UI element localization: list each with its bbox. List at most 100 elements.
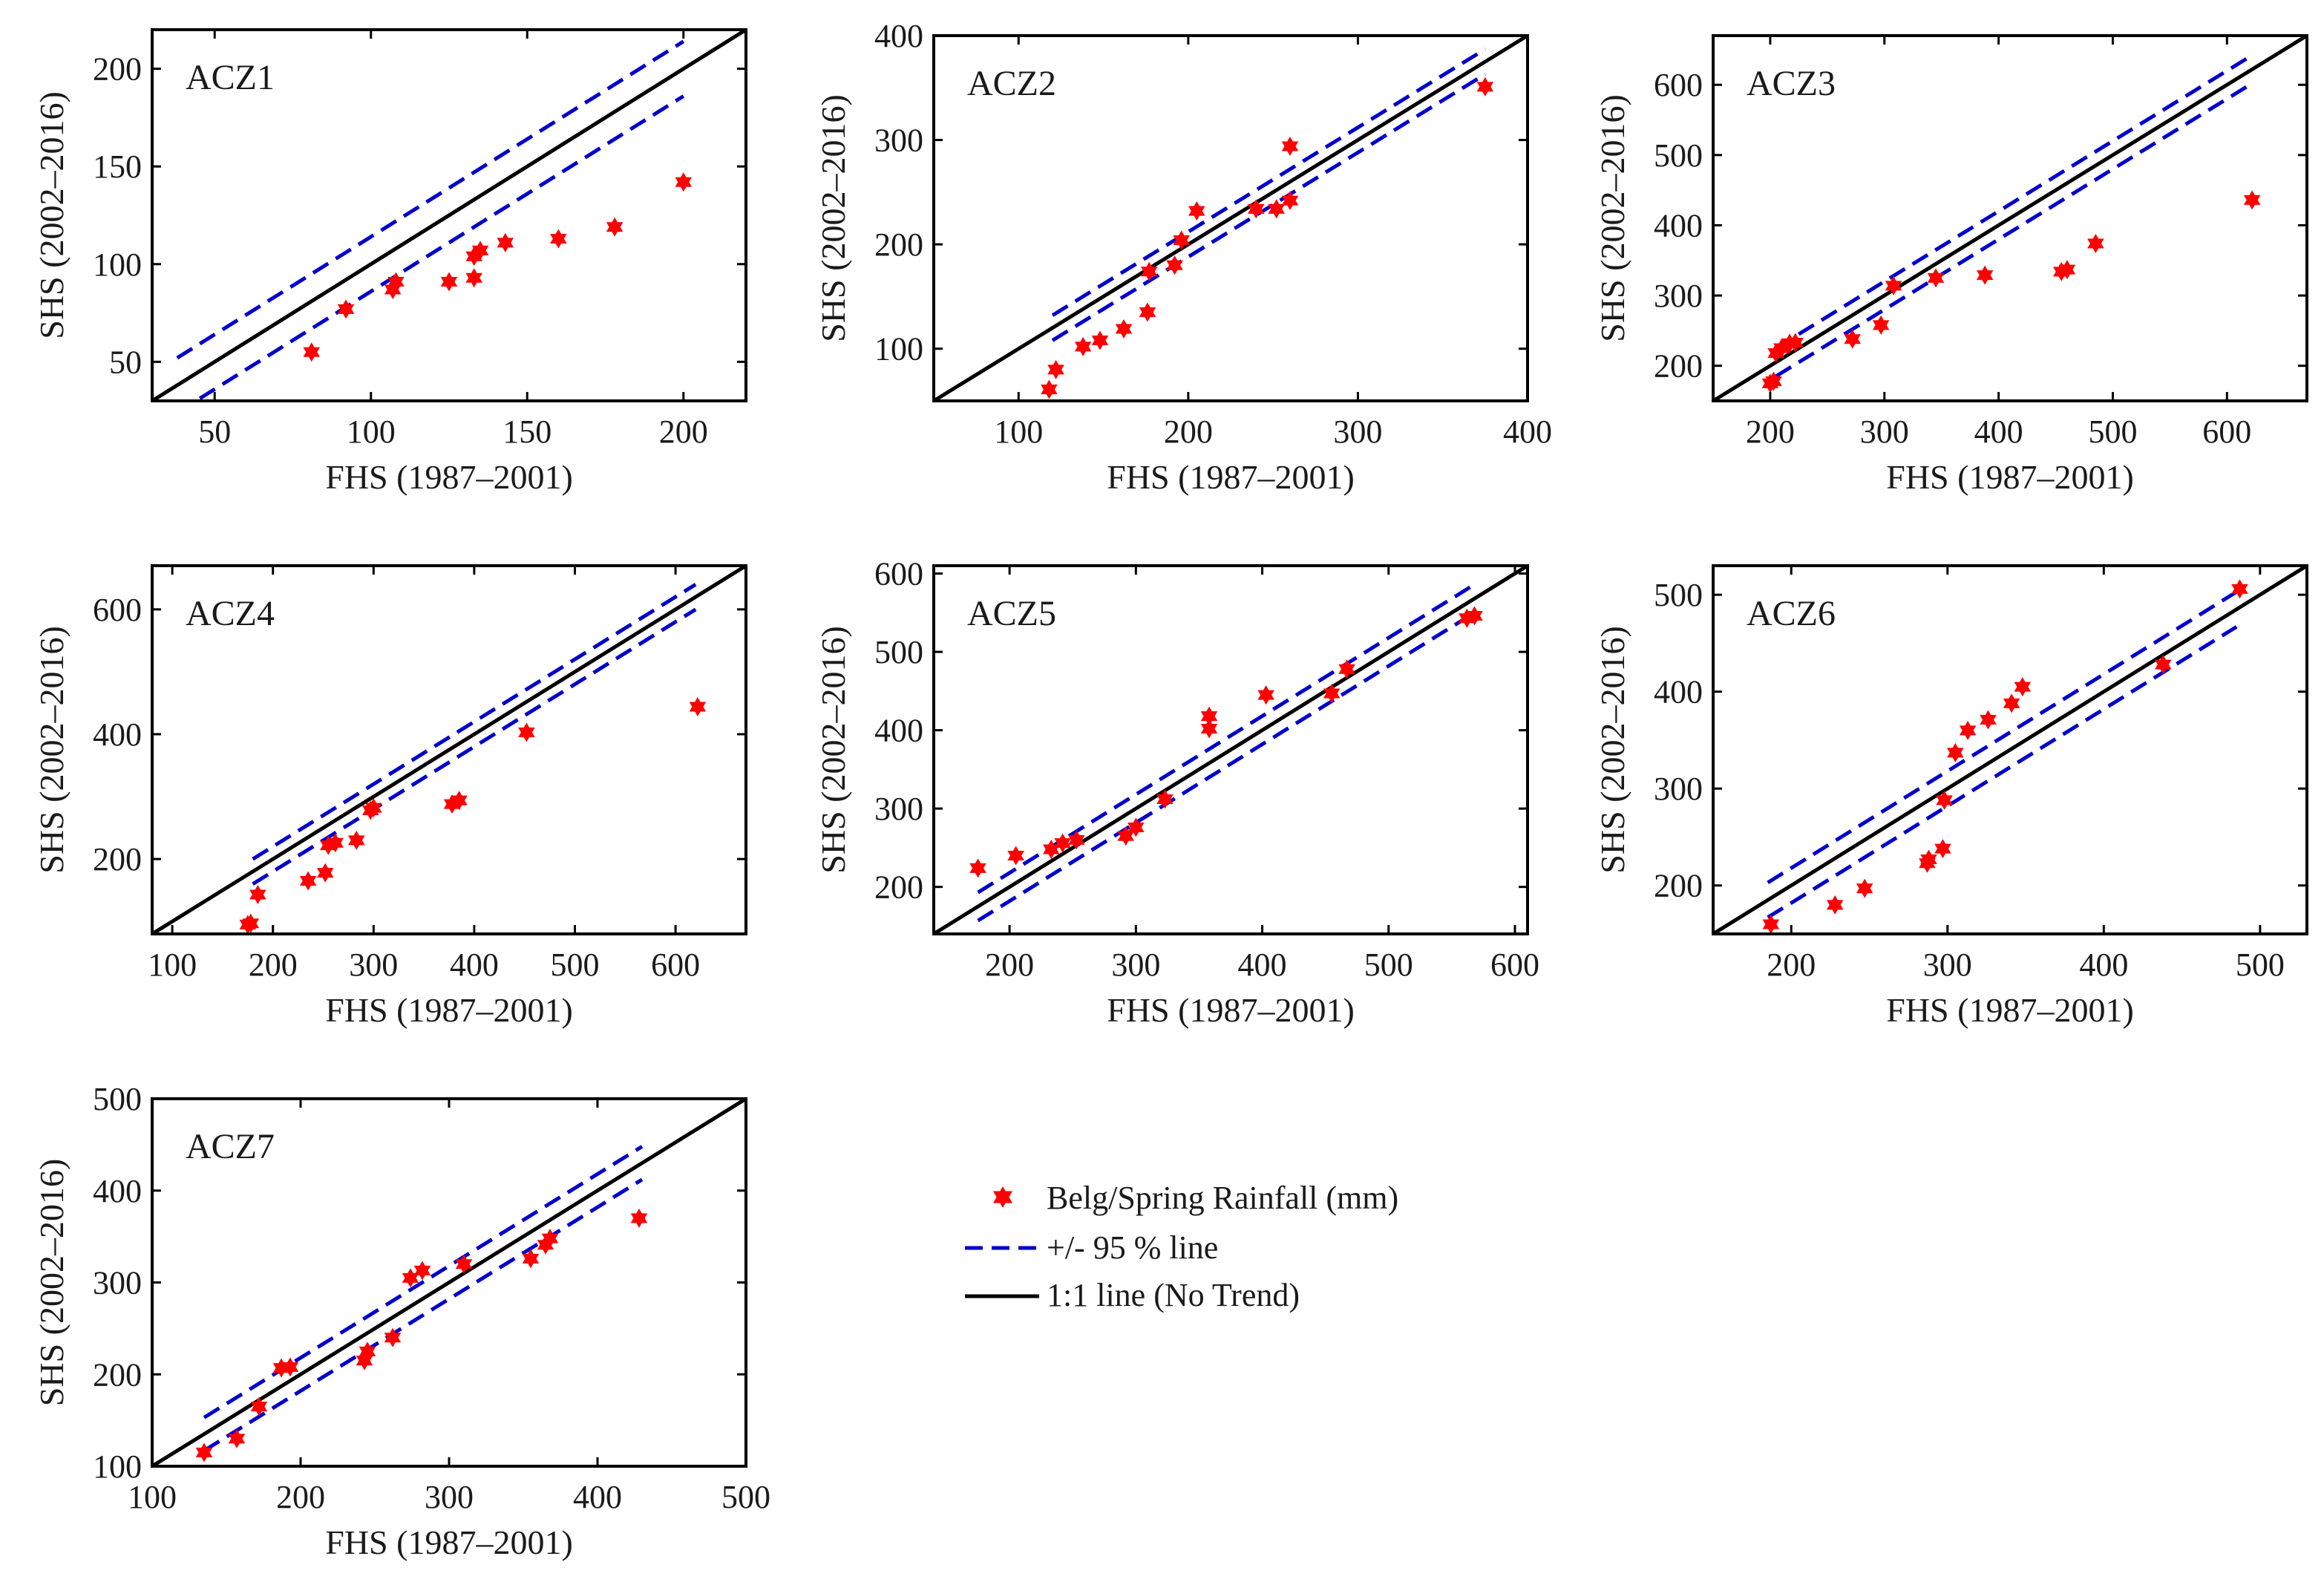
acz3-plot-content: [1713, 36, 2307, 401]
acz5-data-point: [1257, 685, 1274, 705]
acz7-x-tick-label: 500: [721, 1479, 770, 1515]
acz4-data-point: [689, 696, 707, 716]
acz4-ci-lower-line: [252, 607, 697, 886]
acz3-data-point: [2058, 260, 2076, 280]
acz5-x-tick-label: 200: [985, 947, 1034, 983]
acz6-y-tick-label: 300: [1654, 771, 1703, 807]
acz7-x-tick-label: 400: [573, 1479, 622, 1515]
legend-one-to-one-label: 1:1 line (No Trend): [1047, 1277, 1300, 1313]
acz5-x-tick-label: 600: [1490, 947, 1539, 983]
legend: Belg/Spring Rainfall (mm) +/- 95 % line …: [965, 1180, 1398, 1313]
acz6-data-point: [2003, 693, 2020, 713]
acz3-panel-title: ACZ3: [1747, 64, 1836, 103]
acz4-y-axis-label: SHS (2002–2016): [33, 626, 71, 874]
acz1-frame: [151, 28, 747, 402]
acz2-data-point: [1074, 336, 1092, 356]
acz7-y-axis-label: SHS (2002–2016): [33, 1159, 71, 1407]
acz4-data-point: [327, 833, 344, 853]
acz2-panel: 100 200 300 400 100 200 300 400 FHS (1987–2001) S…: [814, 18, 1552, 496]
acz2-x-tick-label: 200: [1164, 414, 1213, 450]
acz3-x-tick-label: 400: [1974, 414, 2023, 450]
acz2-data-point: [1166, 255, 1183, 275]
acz7-panel: 100 200 300 400 500 100 200 300 400 500 FHS (1987–…: [33, 1081, 770, 1561]
acz2-data-point: [1476, 76, 1494, 97]
acz1-data-point: [303, 342, 320, 362]
acz2-y-tick-label: 100: [874, 331, 923, 367]
acz5-x-tick-label: 500: [1364, 947, 1413, 983]
acz2-data-point: [1173, 230, 1190, 250]
acz5-y-tick-label: 300: [874, 791, 923, 827]
acz6-x-axis-label: FHS (1987–2001): [1886, 991, 2134, 1029]
acz2-ci-upper-line: [1051, 48, 1487, 317]
acz2-y-axis-label: SHS (2002–2016): [814, 94, 852, 342]
acz1-ci-lower-line: [192, 94, 685, 401]
acz3-data-point: [1885, 275, 1902, 295]
acz2-data-point: [1248, 199, 1265, 219]
acz2-y-tick-label: 300: [874, 122, 923, 159]
acz4-x-tick-label: 100: [148, 947, 197, 983]
acz6-panel-title: ACZ6: [1747, 594, 1836, 633]
acz1-data-point: [550, 229, 567, 249]
acz3-y-axis-label: SHS (2002–2016): [1594, 94, 1631, 342]
acz6-data-point: [1934, 839, 1951, 859]
acz1-y-tick-label: 100: [93, 246, 142, 283]
acz6-data-point: [2014, 677, 2032, 697]
acz5-y-tick-label: 200: [874, 869, 923, 906]
acz5-data-point: [1200, 706, 1218, 726]
acz6-y-axis-label: SHS (2002–2016): [1594, 626, 1631, 874]
acz1-data-point: [471, 241, 489, 261]
acz6-data-point: [1762, 914, 1780, 934]
acz4-x-tick-label: 400: [450, 947, 499, 983]
acz6-x-tick-label: 500: [2236, 947, 2285, 983]
acz1-ci-upper-line: [176, 39, 685, 360]
acz7-plot-content: [152, 1099, 746, 1466]
acz7-data-point: [630, 1208, 648, 1228]
acz7-x-tick-label: 100: [128, 1479, 177, 1515]
acz2-ci-lower-line: [1051, 72, 1487, 342]
acz3-panel: 200 300 400 500 600 200 300 400 500 600 FHS (1987–…: [1594, 34, 2308, 496]
acz4-data-point: [451, 791, 468, 811]
acz4-data-point: [518, 722, 535, 742]
acz4-x-tick-label: 600: [651, 947, 700, 983]
acz1-x-tick-label: 200: [659, 414, 708, 450]
acz3-x-tick-label: 600: [2202, 414, 2251, 450]
acz1-y-axis-label: SHS (2002–2016): [33, 91, 71, 339]
acz2-data-point: [1281, 137, 1299, 157]
acz2-x-tick-label: 400: [1503, 414, 1552, 450]
acz2-data-point: [1041, 379, 1058, 399]
acz3-y-tick-label: 300: [1654, 278, 1703, 314]
acz7-data-point: [359, 1341, 376, 1362]
acz7-data-point: [250, 1396, 268, 1416]
acz5-plot-content: [934, 566, 1528, 934]
acz5-data-point: [1007, 846, 1024, 866]
acz7-one-to-one-line: [152, 1099, 746, 1466]
acz3-ci-lower-line: [1775, 83, 2251, 379]
acz2-one-to-one-line: [934, 36, 1528, 401]
acz6-x-tick-label: 400: [2079, 947, 2128, 983]
acz1-x-tick-label: 100: [347, 414, 396, 450]
acz6-data-point: [2231, 579, 2248, 599]
acz3-x-axis-label: FHS (1987–2001): [1886, 458, 2134, 496]
acz1-data-point: [497, 232, 514, 252]
acz7-data-point: [195, 1442, 213, 1463]
acz3-data-point: [1787, 333, 1804, 353]
acz7-data-point: [522, 1249, 540, 1269]
acz3-ci-upper-line: [1775, 55, 2251, 350]
acz3-data-point: [2087, 234, 2104, 254]
acz3-data-point: [1976, 265, 1994, 285]
acz2-x-tick-label: 300: [1333, 414, 1382, 450]
acz3-x-tick-label: 300: [1860, 414, 1909, 450]
acz5-data-point: [1156, 789, 1174, 809]
acz5-panel: 200 300 400 500 600 200 300 400 500 600 FHS (1987–…: [814, 556, 1539, 1029]
acz6-plot-content: [1713, 566, 2307, 934]
acz4-data-point: [242, 913, 260, 933]
acz4-data-point: [249, 885, 266, 905]
acz2-data-point: [1115, 319, 1133, 339]
acz2-plot-content: [934, 36, 1528, 401]
acz7-data-point: [402, 1268, 419, 1288]
legend-point-marker: [993, 1186, 1012, 1208]
acz5-data-point: [1466, 606, 1483, 626]
acz3-y-tick-label: 500: [1654, 137, 1703, 174]
acz5-data-point: [1127, 817, 1145, 837]
